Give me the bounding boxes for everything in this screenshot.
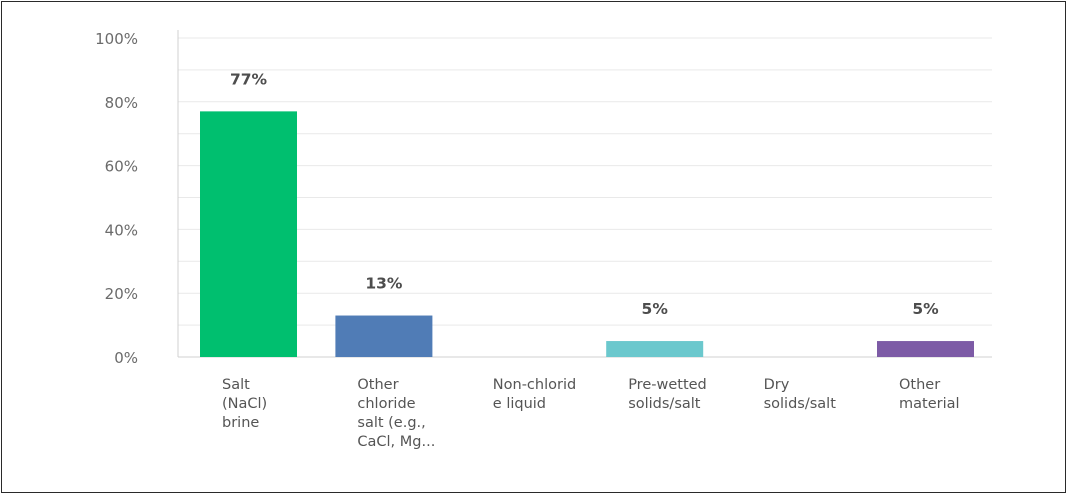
y-tick-label: 40% (105, 221, 138, 239)
bar (200, 111, 297, 358)
data-label: 77% (230, 70, 268, 88)
x-tick-label: Salt (NaCl) brine (222, 377, 267, 431)
gridlines (178, 37, 992, 326)
data-labels: 77% 13% 5% 5% (230, 70, 939, 318)
bar (335, 315, 433, 357)
y-tick-label: 20% (105, 285, 138, 303)
x-axis-labels: Salt (NaCl) brine Other chloride salt (e.g., C… (222, 377, 960, 450)
x-tick-label: Dry solids/salt (764, 377, 837, 412)
x-tick-label: Pre-wetted solids/salt (628, 377, 707, 412)
bar (606, 341, 704, 357)
bar (877, 341, 974, 357)
data-label: 13% (365, 275, 403, 293)
bars (200, 111, 974, 358)
y-tick-label: 60% (105, 158, 138, 176)
x-tick-label: Other material (899, 377, 960, 412)
y-tick-label: 0% (114, 349, 138, 367)
y-tick-label: 80% (105, 94, 138, 112)
x-tick-label: Non-chlorid e liquid (493, 377, 576, 412)
data-label: 5% (642, 300, 669, 318)
data-label: 5% (912, 300, 939, 318)
y-axis: 0% 20% 40% 60% 80% 100% (95, 30, 992, 367)
x-tick-label: Other chloride salt (e.g., CaCl, Mg... (357, 377, 435, 450)
y-tick-label: 100% (95, 30, 138, 48)
